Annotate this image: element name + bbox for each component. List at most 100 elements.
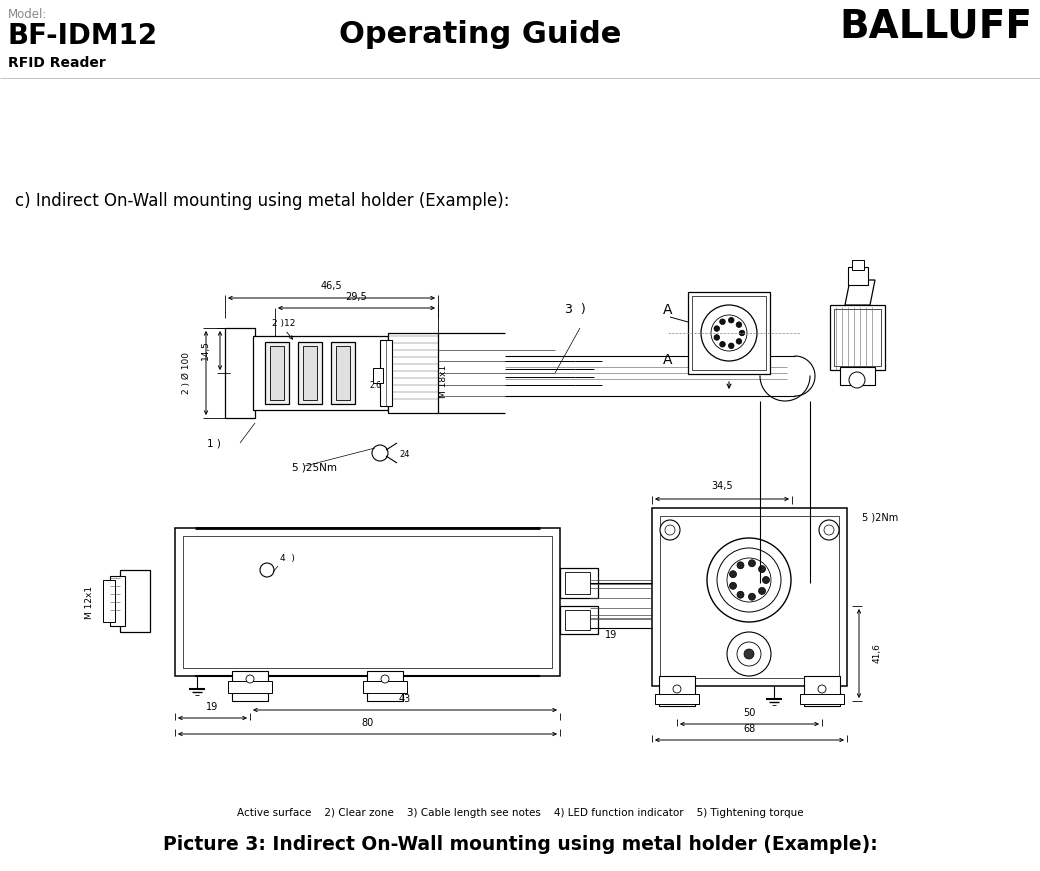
Circle shape [849, 372, 865, 388]
Circle shape [758, 587, 765, 594]
Text: Model:: Model: [8, 8, 48, 21]
Text: 68: 68 [744, 724, 756, 734]
Circle shape [737, 591, 744, 598]
Text: 4  ): 4 ) [280, 554, 295, 563]
Bar [688, 292, 770, 374]
Text: 80: 80 [361, 718, 373, 728]
Bar [367, 671, 404, 701]
Text: 41,6: 41,6 [873, 644, 882, 664]
Text: 24: 24 [399, 449, 410, 458]
Circle shape [736, 322, 742, 327]
Circle shape [737, 562, 744, 569]
Polygon shape [844, 280, 875, 305]
Text: A: A [664, 303, 673, 317]
Bar [380, 340, 392, 406]
Bar [660, 516, 839, 678]
Text: Active surface    2) Clear zone    3) Cable length see notes    4) LED function : Active surface 2) Clear zone 3) Cable le… [237, 808, 803, 818]
Bar [830, 305, 885, 370]
Circle shape [717, 548, 781, 612]
Circle shape [711, 315, 747, 351]
Text: 46,5: 46,5 [320, 281, 342, 291]
Circle shape [673, 685, 681, 693]
Bar [120, 570, 150, 632]
Text: 34,5: 34,5 [711, 481, 733, 491]
Circle shape [660, 520, 680, 540]
Circle shape [737, 642, 761, 666]
Bar [303, 346, 317, 400]
Text: 2.6: 2.6 [369, 381, 381, 390]
Circle shape [739, 330, 745, 336]
Bar [331, 342, 355, 404]
Bar [265, 342, 289, 404]
Circle shape [720, 341, 725, 347]
Text: Operating Guide: Operating Guide [339, 20, 621, 49]
Text: BF-IDM12: BF-IDM12 [8, 22, 158, 50]
Bar [655, 694, 699, 704]
Text: 14,5: 14,5 [201, 341, 209, 361]
Circle shape [720, 319, 725, 325]
Circle shape [727, 558, 771, 602]
Text: M 18x1: M 18x1 [440, 364, 448, 398]
Text: M 12x1: M 12x1 [85, 585, 95, 618]
Bar [336, 346, 350, 400]
Bar [560, 568, 598, 598]
Bar [103, 580, 115, 622]
Circle shape [701, 305, 757, 361]
Circle shape [758, 565, 765, 572]
Bar [692, 296, 766, 370]
Text: c) Indirect On-Wall mounting using metal holder (Example):: c) Indirect On-Wall mounting using metal… [15, 192, 510, 210]
Text: BALLUFF: BALLUFF [839, 8, 1032, 46]
Bar [175, 528, 560, 676]
Bar [565, 610, 590, 630]
Circle shape [728, 317, 734, 323]
Bar [659, 676, 695, 706]
Circle shape [728, 343, 734, 348]
Circle shape [736, 339, 742, 344]
Bar [225, 328, 255, 418]
Text: 5 )25Nm: 5 )25Nm [292, 462, 338, 472]
Bar [363, 681, 407, 693]
Circle shape [707, 538, 791, 622]
Text: RFID Reader: RFID Reader [8, 56, 106, 70]
Circle shape [246, 675, 254, 683]
Bar [565, 572, 590, 594]
Text: A: A [664, 353, 673, 367]
Circle shape [665, 525, 675, 535]
Circle shape [820, 520, 839, 540]
Text: 29,5: 29,5 [345, 292, 367, 302]
Text: 2 )12: 2 )12 [272, 319, 295, 328]
Circle shape [727, 632, 771, 676]
Bar [388, 333, 438, 413]
Circle shape [818, 685, 826, 693]
Bar [834, 309, 881, 366]
Bar [110, 576, 125, 626]
Circle shape [260, 563, 274, 577]
Circle shape [824, 525, 834, 535]
Text: 43: 43 [399, 694, 411, 704]
Circle shape [372, 445, 388, 461]
Bar [848, 267, 868, 285]
Bar [840, 367, 875, 385]
Bar [183, 536, 552, 668]
Bar [852, 260, 864, 270]
Bar [253, 336, 388, 410]
Bar [652, 508, 847, 686]
Circle shape [749, 560, 755, 567]
Bar [270, 346, 284, 400]
Circle shape [381, 675, 389, 683]
Circle shape [729, 571, 736, 577]
Bar [228, 681, 272, 693]
Circle shape [744, 649, 754, 659]
Text: 3  ): 3 ) [565, 303, 586, 316]
Text: 19: 19 [206, 702, 218, 712]
Bar [800, 694, 844, 704]
Bar [298, 342, 322, 404]
Circle shape [714, 326, 720, 331]
Circle shape [762, 577, 770, 584]
Text: 19: 19 [605, 630, 618, 640]
Circle shape [729, 583, 736, 590]
Bar [804, 676, 840, 706]
Text: 1 ): 1 ) [207, 438, 220, 448]
Bar [373, 368, 383, 383]
Circle shape [749, 593, 755, 600]
